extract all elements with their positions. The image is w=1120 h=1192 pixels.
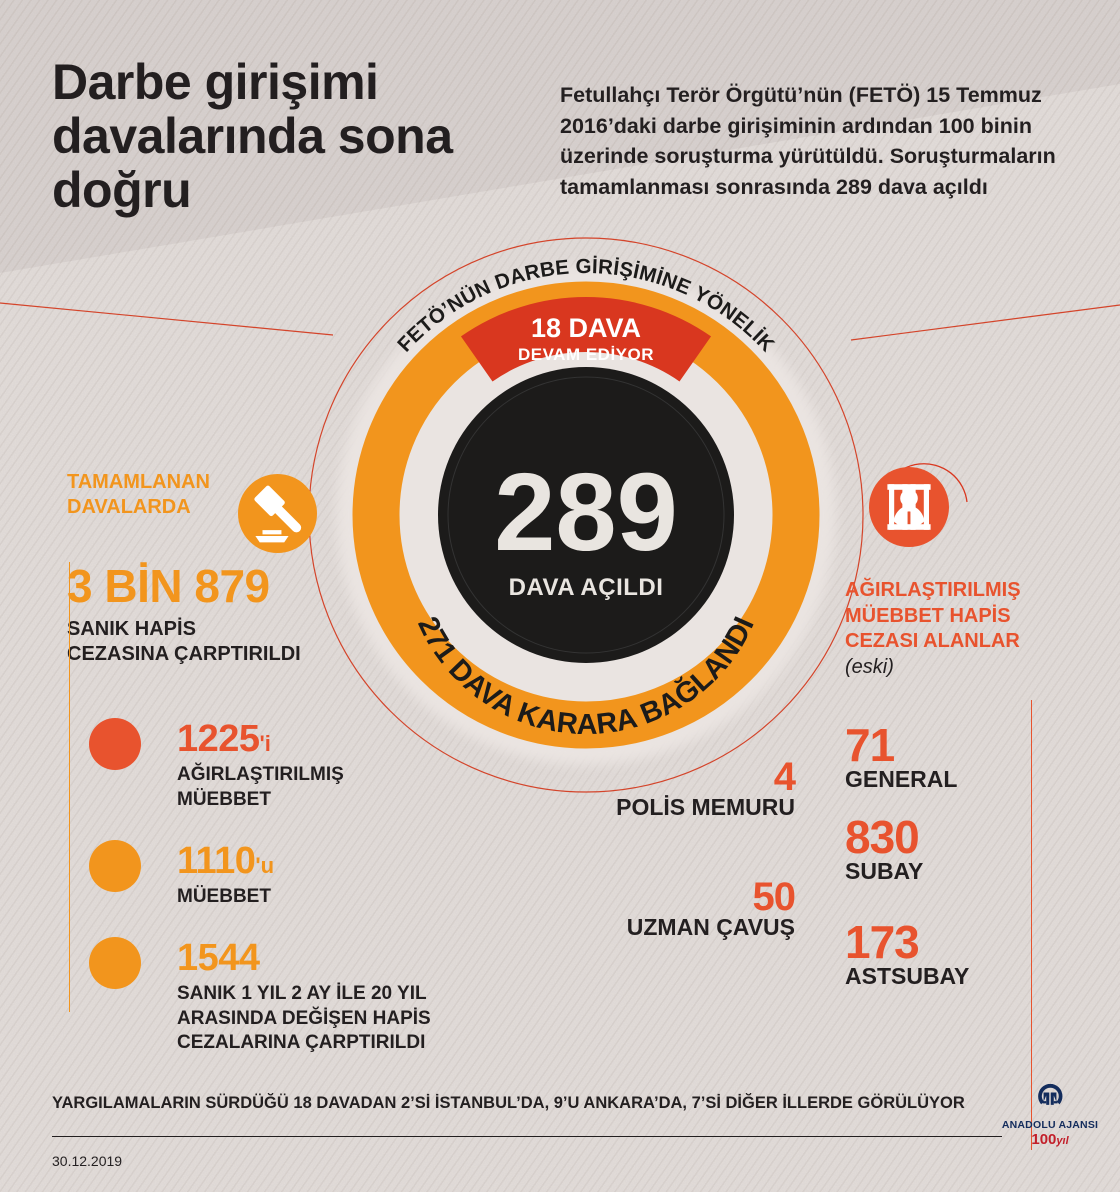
svg-text:289: 289	[494, 451, 678, 574]
svg-text:18 DAVA: 18 DAVA	[531, 313, 641, 343]
svg-text:DAVA AÇILDI: DAVA AÇILDI	[509, 574, 664, 601]
svg-text:DEVAM EDİYOR: DEVAM EDİYOR	[518, 345, 654, 364]
